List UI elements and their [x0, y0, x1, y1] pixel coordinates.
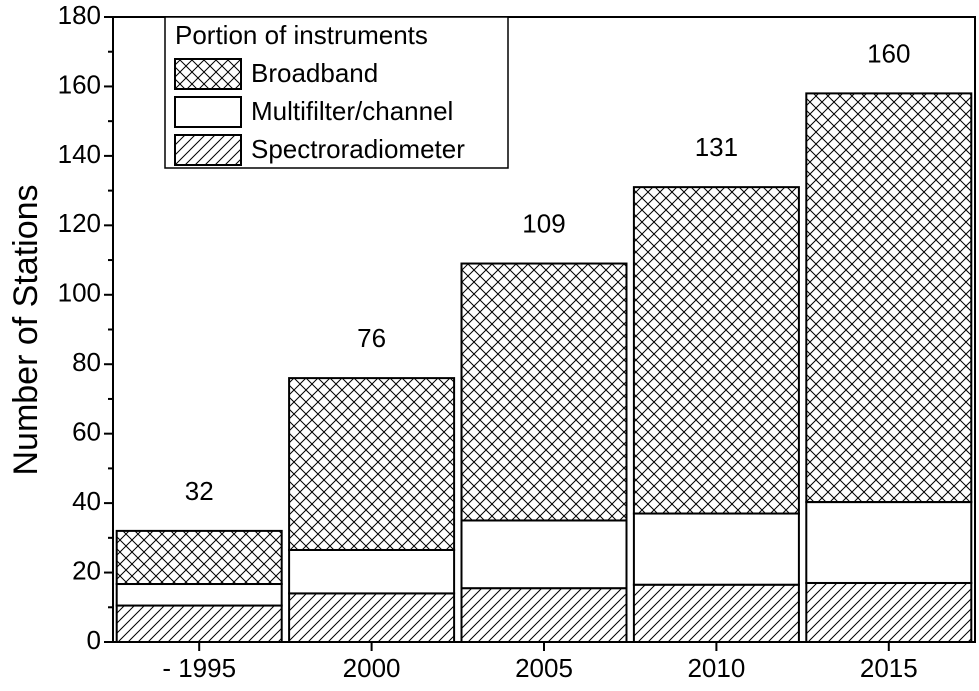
bar-segment [288, 592, 456, 644]
bar-segment [115, 604, 283, 644]
bar-segment [805, 92, 973, 504]
plot-frame [112, 16, 976, 643]
legend-swatch [174, 134, 242, 166]
bar-segment [632, 512, 800, 586]
x-tick-label: 2010 [687, 653, 745, 683]
x-tick-label: - 1995 [162, 653, 236, 683]
bar-segment [805, 501, 973, 584]
y-tick-label: 20 [72, 555, 101, 585]
bar-segment [632, 583, 800, 643]
y-tick-label: 140 [58, 139, 101, 169]
x-tick-label: 2005 [515, 653, 573, 683]
bar-segment [115, 529, 283, 586]
x-tick-label: 2015 [860, 653, 918, 683]
y-tick-label: 80 [72, 347, 101, 377]
bar-segment [288, 377, 456, 551]
total-label: 76 [357, 323, 386, 353]
legend-label: Multifilter/channel [251, 96, 453, 126]
bar-segment [460, 262, 628, 522]
legend-label: Spectroradiometer [251, 134, 465, 164]
bar-segment [288, 548, 456, 595]
y-tick-label: 40 [72, 486, 101, 516]
y-tick-label: 0 [87, 625, 101, 655]
y-tick-label: 100 [58, 278, 101, 308]
legend-label: Broadband [251, 58, 378, 88]
y-axis-label: Number of Stations [7, 184, 45, 475]
legend-title: Portion of instruments [175, 20, 428, 50]
total-label: 32 [185, 476, 214, 506]
bar-segment [805, 581, 973, 644]
legend-swatch [174, 58, 242, 90]
total-label: 109 [522, 208, 565, 238]
x-tick-label: 2000 [343, 653, 401, 683]
legend-swatch [174, 96, 242, 128]
bar-segment [115, 583, 283, 607]
bar-segment [460, 519, 628, 590]
y-tick-label: 160 [58, 69, 101, 99]
y-tick-label: 180 [58, 0, 101, 30]
bar-segment [632, 186, 800, 515]
y-tick-label: 60 [72, 417, 101, 447]
total-label: 131 [695, 132, 738, 162]
total-label: 160 [867, 38, 910, 68]
y-tick-label: 120 [58, 208, 101, 238]
bar-segment [460, 587, 628, 643]
